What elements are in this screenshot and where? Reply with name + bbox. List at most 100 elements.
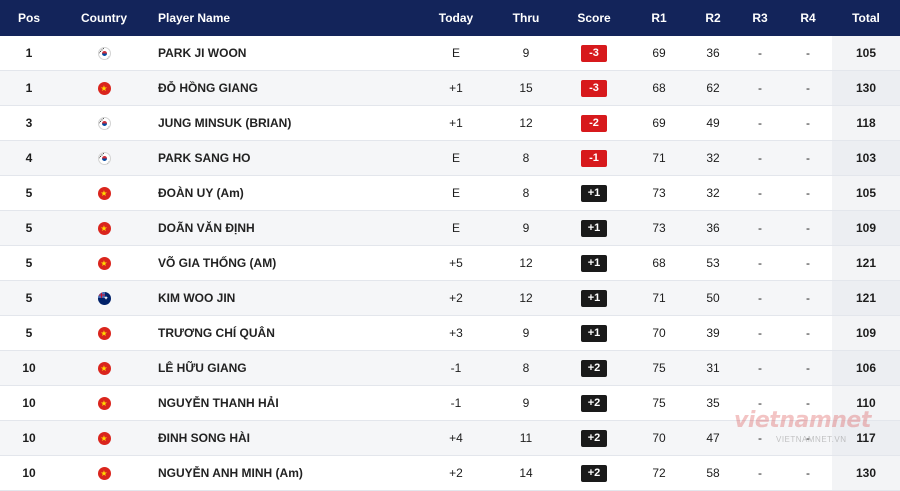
col-header-thru[interactable]: Thru xyxy=(512,11,540,25)
row-total: 105 xyxy=(832,36,900,70)
row-r2: 32 xyxy=(706,151,720,165)
row-score: +1 xyxy=(560,246,628,280)
table-row[interactable]: 10 -1 9 75 35 - - 110 NGUYỄN THANH HẢI +2 xyxy=(0,386,900,421)
row-today: E xyxy=(451,186,460,200)
table-row[interactable]: 1 +1 15 68 62 - - 130 ĐỖ HỒNG GIANG -3 xyxy=(0,71,900,106)
row-today: E xyxy=(451,221,460,235)
score-badge: +1 xyxy=(581,219,607,237)
table-row[interactable]: 10 +2 14 72 58 - - 130 NGUYỄN ANH MINH (Am) +2 xyxy=(0,456,900,491)
row-r3: - xyxy=(758,396,762,410)
row-total: 121 xyxy=(832,281,900,315)
row-player-name[interactable]: VÕ GIA THỐNG (AM) xyxy=(158,256,277,270)
row-today: +3 xyxy=(449,326,463,340)
row-pos: 5 xyxy=(25,221,33,235)
row-total: 103 xyxy=(832,141,900,175)
row-r2: 62 xyxy=(706,81,720,95)
table-row[interactable]: 10 +4 11 70 47 - - 117 ĐINH SONG HÀI +2 xyxy=(0,421,900,456)
row-today: E xyxy=(451,46,460,60)
kr-flag-icon xyxy=(97,151,111,165)
row-today: +1 xyxy=(449,81,463,95)
vn-flag-icon xyxy=(97,326,111,340)
row-country xyxy=(58,176,150,210)
row-r1: 68 xyxy=(652,256,666,270)
row-pos: 5 xyxy=(25,326,33,340)
score-badge: +2 xyxy=(581,429,607,447)
table-row[interactable]: 5 +2 12 71 50 - - 121 KIM WOO JIN +1 xyxy=(0,281,900,316)
score-badge: +2 xyxy=(581,359,607,377)
row-r3: - xyxy=(758,221,762,235)
col-header-total[interactable]: Total xyxy=(852,11,880,25)
col-header-r3[interactable]: R3 xyxy=(752,11,768,25)
row-player-name[interactable]: NGUYỄN ANH MINH (Am) xyxy=(158,466,303,480)
row-r2: 32 xyxy=(706,186,720,200)
row-player-name[interactable]: ĐINH SONG HÀI xyxy=(158,431,251,445)
row-player-name[interactable]: ĐỖ HỒNG GIANG xyxy=(158,81,259,95)
row-thru: 9 xyxy=(522,46,530,60)
row-total: 109 xyxy=(832,316,900,350)
row-r4: - xyxy=(806,396,810,410)
row-player-name[interactable]: PARK JI WOON xyxy=(158,46,247,60)
score-badge: -2 xyxy=(581,114,607,132)
row-r4: - xyxy=(806,326,810,340)
row-player-name[interactable]: KIM WOO JIN xyxy=(158,291,236,305)
row-r3: - xyxy=(758,81,762,95)
row-player-name[interactable]: DOÃN VĂN ĐỊNH xyxy=(158,221,255,235)
col-header-player[interactable]: Player Name xyxy=(158,11,231,25)
table-row[interactable]: 1 E 9 69 36 - - 105 PARK JI WOON -3 xyxy=(0,36,900,71)
leaderboard-header: Pos Country Player Name Today Thru Score… xyxy=(0,0,900,36)
table-row[interactable]: 3 +1 12 69 49 - - 118 JUNG MINSUK (BRIAN) -2 xyxy=(0,106,900,141)
score-badge: +2 xyxy=(581,464,607,482)
row-score: -2 xyxy=(560,106,628,140)
row-country xyxy=(58,351,150,385)
table-row[interactable]: 4 E 8 71 32 - - 103 PARK SANG HO -1 xyxy=(0,141,900,176)
row-total: 130 xyxy=(832,456,900,490)
col-header-today[interactable]: Today xyxy=(438,11,474,25)
row-r4: - xyxy=(806,46,810,60)
row-country xyxy=(58,386,150,420)
col-header-r1[interactable]: R1 xyxy=(651,11,667,25)
leaderboard-rows: 1 E 9 69 36- -105 PARK JI WOON -3 1 +1 15 68 62- -130… xyxy=(0,36,900,491)
row-r3: - xyxy=(758,326,762,340)
row-r4: - xyxy=(806,221,810,235)
row-pos: 5 xyxy=(25,186,33,200)
col-header-pos[interactable]: Pos xyxy=(17,11,40,25)
score-badge: -3 xyxy=(581,44,607,62)
row-player-name[interactable]: NGUYỄN THANH HẢI xyxy=(158,396,279,410)
col-header-r2[interactable]: R2 xyxy=(705,11,721,25)
row-player-name[interactable]: ĐOÀN UY (Am) xyxy=(158,186,244,200)
row-thru: 8 xyxy=(522,151,530,165)
col-header-score[interactable]: Score xyxy=(577,11,611,25)
row-r1: 73 xyxy=(652,186,666,200)
row-pos: 5 xyxy=(25,291,33,305)
row-r3: - xyxy=(758,361,762,375)
vn-flag-icon xyxy=(97,431,111,445)
row-thru: 12 xyxy=(519,116,533,130)
col-header-country[interactable]: Country xyxy=(81,11,127,25)
row-r2: 39 xyxy=(706,326,720,340)
row-r1: 69 xyxy=(652,46,666,60)
table-row[interactable]: 5 E 8 73 32 - - 105 ĐOÀN UY (Am) +1 xyxy=(0,176,900,211)
row-thru: 14 xyxy=(519,466,533,480)
vn-flag-icon xyxy=(97,256,111,270)
row-r4: - xyxy=(806,81,810,95)
table-row[interactable]: 5 +3 9 70 39 - - 109 TRƯƠNG CHÍ QUÂN +1 xyxy=(0,316,900,351)
row-player-name[interactable]: LÊ HỮU GIANG xyxy=(158,361,247,375)
table-row[interactable]: 5 E 9 73 36 - - 109 DOÃN VĂN ĐỊNH +1 xyxy=(0,211,900,246)
table-row[interactable]: 10 -1 8 75 31 - - 106 LÊ HỮU GIANG +2 xyxy=(0,351,900,386)
row-r3: - xyxy=(758,291,762,305)
table-row[interactable]: 5 +5 12 68 53 - - 121 VÕ GIA THỐNG (AM) +1 xyxy=(0,246,900,281)
row-r1: 72 xyxy=(652,466,666,480)
row-r4: - xyxy=(806,466,810,480)
col-header-r4[interactable]: R4 xyxy=(800,11,816,25)
row-today: -1 xyxy=(450,361,462,375)
vn-flag-icon xyxy=(97,361,111,375)
kr-flag-icon xyxy=(97,46,111,60)
row-r2: 49 xyxy=(706,116,720,130)
row-player-name[interactable]: TRƯƠNG CHÍ QUÂN xyxy=(158,326,275,340)
row-player-name[interactable]: JUNG MINSUK (BRIAN) xyxy=(158,116,292,130)
row-r1: 75 xyxy=(652,396,666,410)
row-player-name[interactable]: PARK SANG HO xyxy=(158,151,251,165)
row-r1: 69 xyxy=(652,116,666,130)
row-r4: - xyxy=(806,151,810,165)
score-badge: +1 xyxy=(581,289,607,307)
